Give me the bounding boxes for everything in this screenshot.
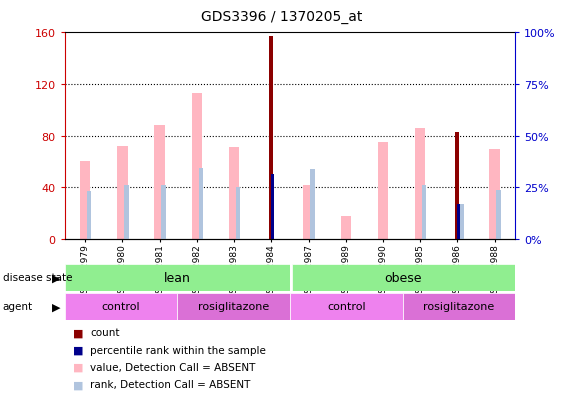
Bar [80,162,91,240]
Text: rank, Detection Call = ABSENT: rank, Detection Call = ABSENT [90,380,251,389]
Bar [65,264,290,291]
Text: ■: ■ [73,362,84,372]
Bar [497,190,501,240]
Bar [177,293,290,320]
Bar [124,185,128,240]
Text: ▶: ▶ [52,301,61,311]
Bar [303,185,314,240]
Bar [117,147,128,240]
Text: value, Detection Call = ABSENT: value, Detection Call = ABSENT [90,362,256,372]
Bar [290,264,292,291]
Bar [87,192,91,240]
Bar [269,37,273,240]
Bar [422,185,426,240]
Bar [290,293,403,320]
Text: ■: ■ [73,345,84,355]
Text: rosiglitazone: rosiglitazone [198,301,269,312]
Text: disease state: disease state [3,273,72,282]
Text: percentile rank within the sample: percentile rank within the sample [90,345,266,355]
Bar [292,264,515,291]
Bar [271,175,274,240]
Bar [459,205,464,240]
Text: ■: ■ [73,328,84,337]
Bar [378,143,388,240]
Text: ■: ■ [73,380,84,389]
Bar [191,94,202,240]
Text: obese: obese [384,271,421,284]
Text: ▶: ▶ [52,273,61,282]
Bar [310,170,315,240]
Text: GDS3396 / 1370205_at: GDS3396 / 1370205_at [201,10,362,24]
Bar [161,185,166,240]
Text: count: count [90,328,119,337]
Bar [457,205,461,240]
Text: rosiglitazone: rosiglitazone [423,301,494,312]
Bar [236,188,240,240]
Text: control: control [327,301,365,312]
Bar [403,293,515,320]
Bar [489,149,500,240]
Bar [229,148,239,240]
Text: agent: agent [3,301,33,311]
Bar [415,128,426,240]
Bar [341,216,351,240]
Bar [65,293,177,320]
Bar [455,133,459,240]
Bar [199,169,203,240]
Bar [154,126,165,240]
Text: lean: lean [164,271,191,284]
Text: control: control [102,301,140,312]
